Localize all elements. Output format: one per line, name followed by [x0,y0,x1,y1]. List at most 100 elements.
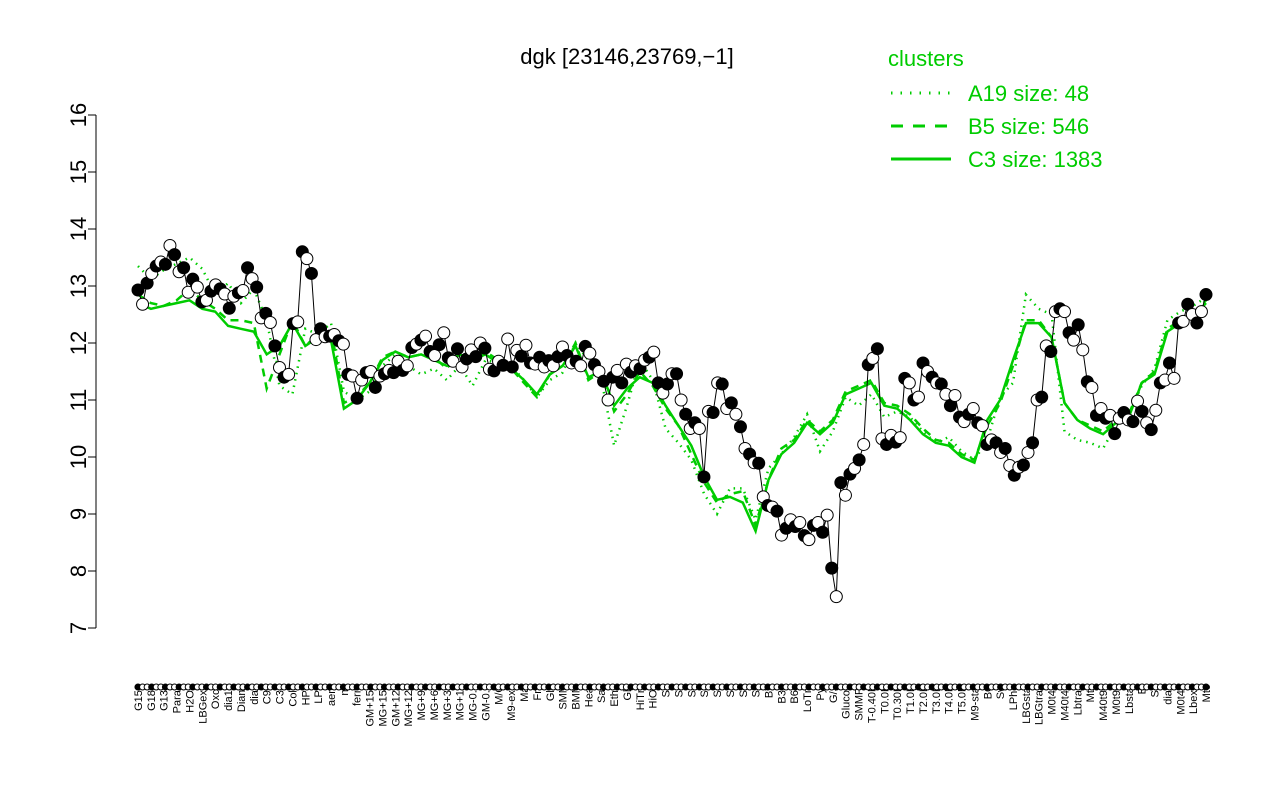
data-point [446,354,460,368]
legend-label-b5: B5 size: 546 [968,114,1089,139]
data-point [1035,390,1049,404]
data-point [670,367,684,381]
data-point [250,280,264,294]
data-point [825,561,839,575]
x-tick-label: GM+120 [390,684,402,727]
x-tick-label: MG+120 [403,684,415,727]
x-tick-label: G180 [146,684,158,711]
data-point [1085,380,1099,394]
data-point [679,407,693,421]
data-point [158,257,172,271]
data-point [615,376,629,390]
data-point [610,363,624,377]
x-tick-label: MG+30 [442,684,454,720]
data-point [263,315,277,329]
data-point [870,342,884,356]
x-tick-label: MG+15 [455,684,467,720]
x-tick-label: LoTm [802,684,814,712]
data-point [674,393,688,407]
x-tick-label: LPhT [1008,684,1020,711]
data-point [816,525,830,539]
x-tick-label: M9-stat [969,684,981,721]
data-point [428,349,442,363]
x-tick-label: SMMPr [854,684,866,721]
data-point [1016,458,1030,472]
x-tick-label: M0t45 [1175,684,1187,715]
y-tick-label: 8 [66,565,91,577]
data-point [1149,403,1163,417]
data-point [948,388,962,402]
data-point [852,453,866,467]
data-point [574,359,588,373]
data-point [1067,333,1081,347]
data-point [236,284,250,298]
data-point [770,504,784,518]
data-point [190,280,204,294]
x-tick-label: M40t90 [1098,684,1110,721]
data-point [1144,423,1158,437]
data-point [432,338,446,352]
data-point [802,533,816,547]
data-point [478,341,492,355]
data-point [291,315,305,329]
data-point [724,396,738,410]
legend-title: clusters [888,46,964,71]
data-point [752,456,766,470]
data-point [1194,305,1208,319]
data-point [336,337,350,351]
data-point [437,326,451,340]
legend: clusters A19 size: 48 B5 size: 546 C3 si… [888,46,1103,172]
data-point [793,516,807,530]
rug-mark [1202,683,1210,691]
data-point [268,339,282,353]
data-point [177,261,191,275]
data-point [1076,343,1090,357]
data-point [168,248,182,262]
data-point [131,283,145,297]
data-point [241,261,255,275]
y-tick-label: 15 [66,160,91,184]
data-point [1176,314,1190,328]
x-tick-label: H2O2 [184,684,196,713]
data-point [400,359,414,373]
x-tick-label: Glucon [841,684,853,719]
series-line-c3 [137,298,1207,535]
data-point [368,380,382,394]
x-tick-label: LBGtran [1034,684,1046,725]
x-tick-label: T0.0H [879,684,891,714]
x-tick-label: GM+150 [365,684,377,727]
data-point [998,441,1012,455]
x-tick-label: M0t45 [1047,684,1059,715]
data-point [1071,318,1085,332]
data-point [1199,288,1213,302]
data-point [902,376,916,390]
data-point [966,402,980,416]
x-tick-label: T0.30H [892,684,904,720]
data-point [692,422,706,435]
data-point [1167,371,1181,385]
x-tick-label: Paraq [172,684,184,713]
x-tick-label: M40t45 [1059,684,1071,721]
y-tick-label: 9 [66,508,91,520]
x-tick-label: LBGstat [1021,684,1033,724]
data-point [222,301,236,315]
x-tick-label: BMM [570,684,582,710]
data-point [519,338,533,352]
x-tick-label: GM-0.2 [480,684,492,721]
data-point [1190,316,1204,330]
data-point [583,346,597,360]
x-tick-label: MG+60 [429,684,441,720]
legend-label-a19: A19 size: 48 [968,81,1089,106]
y-tick-label: 11 [66,389,91,412]
data-point [647,345,661,359]
x-tick-label: Diami [236,684,248,712]
data-point [505,360,519,374]
legend-label-c3: C3 size: 1383 [968,147,1103,172]
data-point [1026,436,1040,450]
x-tick-label: Lbstat [1124,684,1136,714]
x-tick-label: G135 [159,684,171,711]
data-point [733,420,747,434]
data-point [300,252,314,266]
data-point [419,329,433,343]
